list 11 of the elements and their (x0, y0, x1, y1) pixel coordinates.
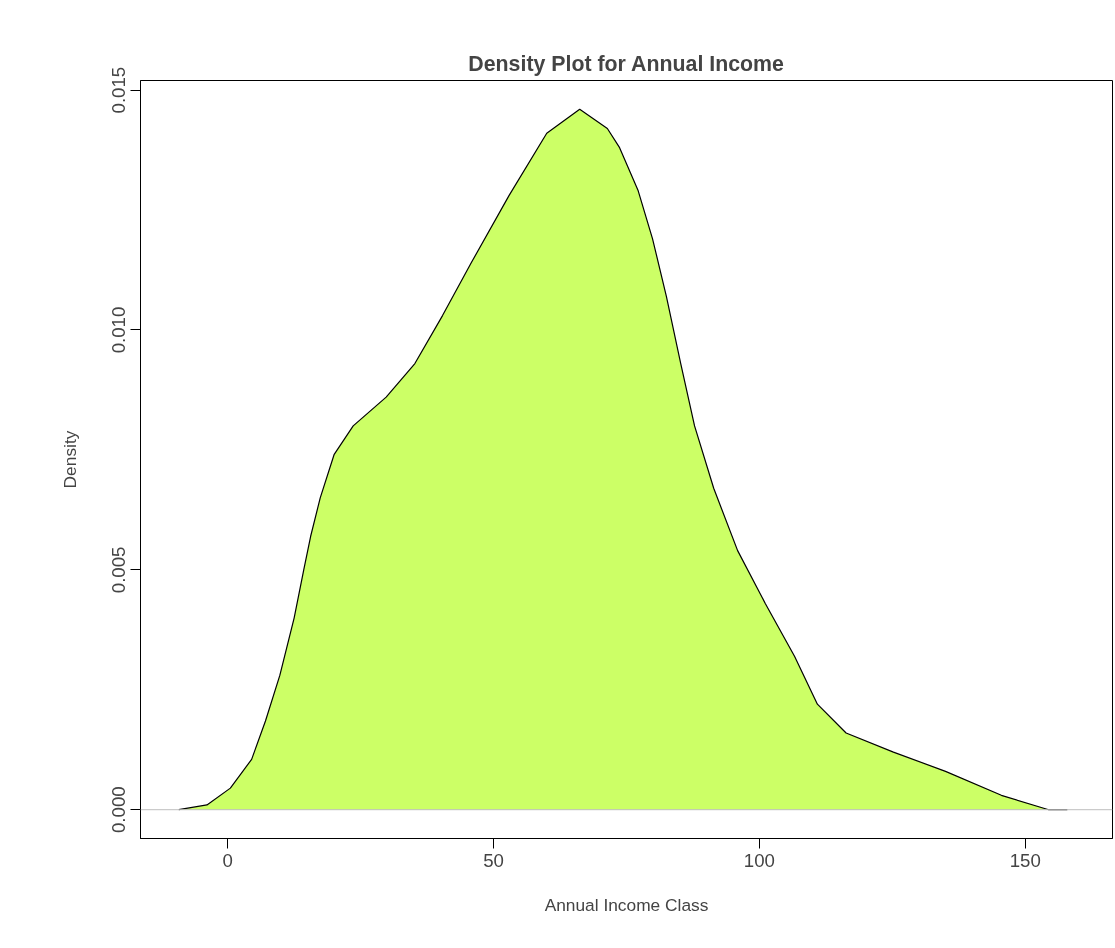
y-tick-label: 0.010 (108, 306, 130, 354)
y-tick-label: 0.005 (108, 546, 130, 594)
x-tick-label: 150 (1009, 849, 1041, 871)
x-tick-label: 0 (222, 849, 233, 871)
y-axis-title: Density (59, 430, 80, 489)
x-tick-label: 50 (483, 849, 504, 871)
x-tick-label: 100 (743, 849, 776, 871)
y-tick-label: 0.000 (108, 786, 130, 834)
x-axis-title: Annual Income Class (544, 894, 709, 915)
y-tick-label: 0.015 (108, 66, 130, 114)
chart-title: Density Plot for Annual Income (468, 51, 785, 76)
